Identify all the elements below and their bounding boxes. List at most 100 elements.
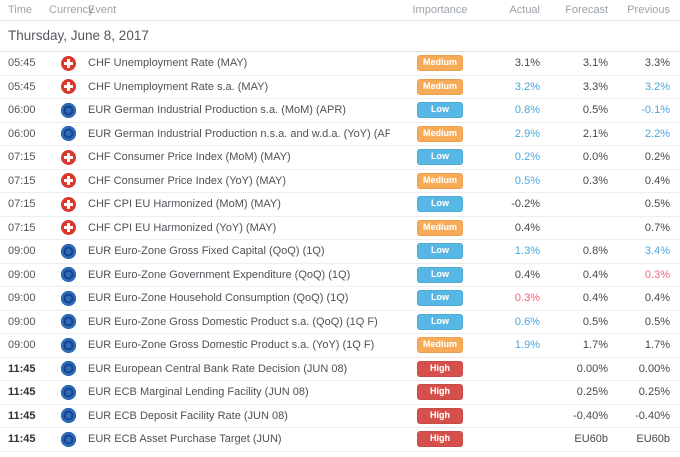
importance-badge-high: High <box>417 407 463 424</box>
event-row[interactable]: 09:00 EUR Euro-Zone Gross Fixed Capital (… <box>0 240 680 264</box>
event-row[interactable]: 07:15 CHF CPI EU Harmonized (YoY) (MAY) Me… <box>0 217 680 240</box>
event-time: 06:00 <box>8 127 36 140</box>
column-header-currency: Currency <box>49 4 94 16</box>
swiss-flag-icon <box>61 196 76 212</box>
event-time: 11:45 <box>8 409 36 422</box>
previous-value: -0.1% <box>641 104 670 117</box>
previous-value: 0.2% <box>644 151 670 164</box>
importance-cell: Low <box>390 266 490 283</box>
event-rows: 05:45 CHF Unemployment Rate (MAY) Medium 3.… <box>0 52 680 452</box>
event-row[interactable]: 07:15 CHF Consumer Price Index (MoM) (MAY… <box>0 146 680 170</box>
event-title: EUR ECB Deposit Facility Rate (JUN 08) <box>88 409 288 422</box>
forecast-value: 0.5% <box>582 104 608 117</box>
importance-cell: High <box>390 431 490 448</box>
eu-flag-icon <box>61 243 76 259</box>
event-row[interactable]: 11:45 EUR European Central Bank Rate Deci… <box>0 358 680 381</box>
eu-flag-icon <box>61 314 76 330</box>
column-header-importance: Importance <box>412 4 468 16</box>
actual-value: 3.2% <box>514 80 540 93</box>
actual-value: 0.3% <box>514 292 540 305</box>
currency-cell <box>49 314 88 330</box>
importance-cell: Low <box>390 243 490 260</box>
event-row[interactable]: 05:45 CHF Unemployment Rate s.a. (MAY) Med… <box>0 76 680 99</box>
importance-badge-high: High <box>417 384 463 401</box>
importance-badge-medium: Medium <box>417 78 463 95</box>
event-title: EUR ECB Asset Purchase Target (JUN) <box>88 433 282 446</box>
currency-cell <box>49 220 88 236</box>
event-row[interactable]: 05:45 CHF Unemployment Rate (MAY) Medium 3.… <box>0 52 680 76</box>
previous-value: 3.4% <box>644 245 670 258</box>
forecast-value: 3.3% <box>582 80 608 93</box>
importance-cell: High <box>390 384 490 401</box>
importance-cell: Medium <box>390 172 490 189</box>
importance-cell: High <box>390 407 490 424</box>
event-row[interactable]: 09:00 EUR Euro-Zone Gross Domestic Produc… <box>0 334 680 358</box>
importance-cell: Low <box>390 102 490 119</box>
importance-cell: Low <box>390 196 490 213</box>
importance-cell: Low <box>390 149 490 166</box>
forecast-value: 0.0% <box>582 151 608 164</box>
actual-value: 0.5% <box>514 174 540 187</box>
previous-value: 3.3% <box>644 57 670 70</box>
importance-badge-medium: Medium <box>417 172 463 189</box>
currency-cell <box>49 384 88 400</box>
importance-cell: Medium <box>390 55 490 72</box>
event-title: CHF CPI EU Harmonized (MoM) (MAY) <box>88 198 281 211</box>
eu-flag-icon <box>61 267 76 283</box>
event-row[interactable]: 06:00 EUR German Industrial Production n.… <box>0 123 680 146</box>
forecast-value: 0.4% <box>582 268 608 281</box>
swiss-flag-icon <box>61 173 76 189</box>
event-row[interactable]: 07:15 CHF Consumer Price Index (YoY) (MAY… <box>0 170 680 193</box>
event-time: 11:45 <box>8 433 36 446</box>
event-row[interactable]: 09:00 EUR Euro-Zone Gross Domestic Produc… <box>0 311 680 334</box>
forecast-value: 0.5% <box>582 315 608 328</box>
previous-value: 0.25% <box>638 386 670 399</box>
currency-cell <box>49 243 88 259</box>
eu-flag-icon <box>61 102 76 118</box>
event-row[interactable]: 07:15 CHF CPI EU Harmonized (MoM) (MAY) Lo… <box>0 193 680 217</box>
currency-cell <box>49 431 88 447</box>
swiss-flag-icon <box>61 55 76 71</box>
event-time: 09:00 <box>8 292 36 305</box>
event-row[interactable]: 11:45 EUR ECB Deposit Facility Rate (JUN … <box>0 405 680 428</box>
actual-value: 0.4% <box>514 221 540 234</box>
importance-badge-low: Low <box>417 290 463 307</box>
importance-badge-medium: Medium <box>417 55 463 72</box>
event-title: CHF Unemployment Rate s.a. (MAY) <box>88 80 269 93</box>
eu-flag-icon <box>61 384 76 400</box>
event-time: 05:45 <box>8 57 36 70</box>
event-time: 11:45 <box>8 386 36 399</box>
event-time: 06:00 <box>8 104 36 117</box>
forecast-value: EU60b <box>574 433 608 446</box>
forecast-value: 3.1% <box>582 57 608 70</box>
event-title: EUR Euro-Zone Gross Fixed Capital (QoQ) … <box>88 245 325 258</box>
event-row[interactable]: 06:00 EUR German Industrial Production s.… <box>0 99 680 123</box>
event-title: CHF Consumer Price Index (YoY) (MAY) <box>88 174 287 187</box>
event-title: EUR Euro-Zone Government Expenditure (Qo… <box>88 268 351 281</box>
currency-cell <box>49 267 88 283</box>
event-row[interactable]: 11:45 EUR ECB Marginal Lending Facility (… <box>0 381 680 405</box>
event-title: CHF Consumer Price Index (MoM) (MAY) <box>88 151 291 164</box>
event-title: EUR European Central Bank Rate Decision … <box>88 362 348 375</box>
actual-value: 0.2% <box>514 151 540 164</box>
event-row[interactable]: 11:45 EUR ECB Asset Purchase Target (JUN)… <box>0 428 680 452</box>
column-header-event: Event <box>88 4 117 16</box>
previous-value: -0.40% <box>635 409 670 422</box>
event-row[interactable]: 09:00 EUR Euro-Zone Government Expenditur… <box>0 264 680 287</box>
event-time: 07:15 <box>8 151 36 164</box>
previous-value: 2.2% <box>644 127 670 140</box>
actual-value: -0.2% <box>511 198 540 211</box>
importance-cell: Medium <box>390 78 490 95</box>
importance-badge-low: Low <box>417 149 463 166</box>
previous-value: 3.2% <box>644 80 670 93</box>
column-header-time: Time <box>8 4 33 16</box>
currency-cell <box>49 196 88 212</box>
swiss-flag-icon <box>61 149 76 165</box>
previous-value: 0.7% <box>644 221 670 234</box>
forecast-value: 2.1% <box>582 127 608 140</box>
currency-cell <box>49 173 88 189</box>
forecast-value: 0.3% <box>582 174 608 187</box>
previous-value: 0.00% <box>638 362 670 375</box>
event-row[interactable]: 09:00 EUR Euro-Zone Household Consumption… <box>0 287 680 311</box>
importance-badge-medium: Medium <box>417 337 463 354</box>
